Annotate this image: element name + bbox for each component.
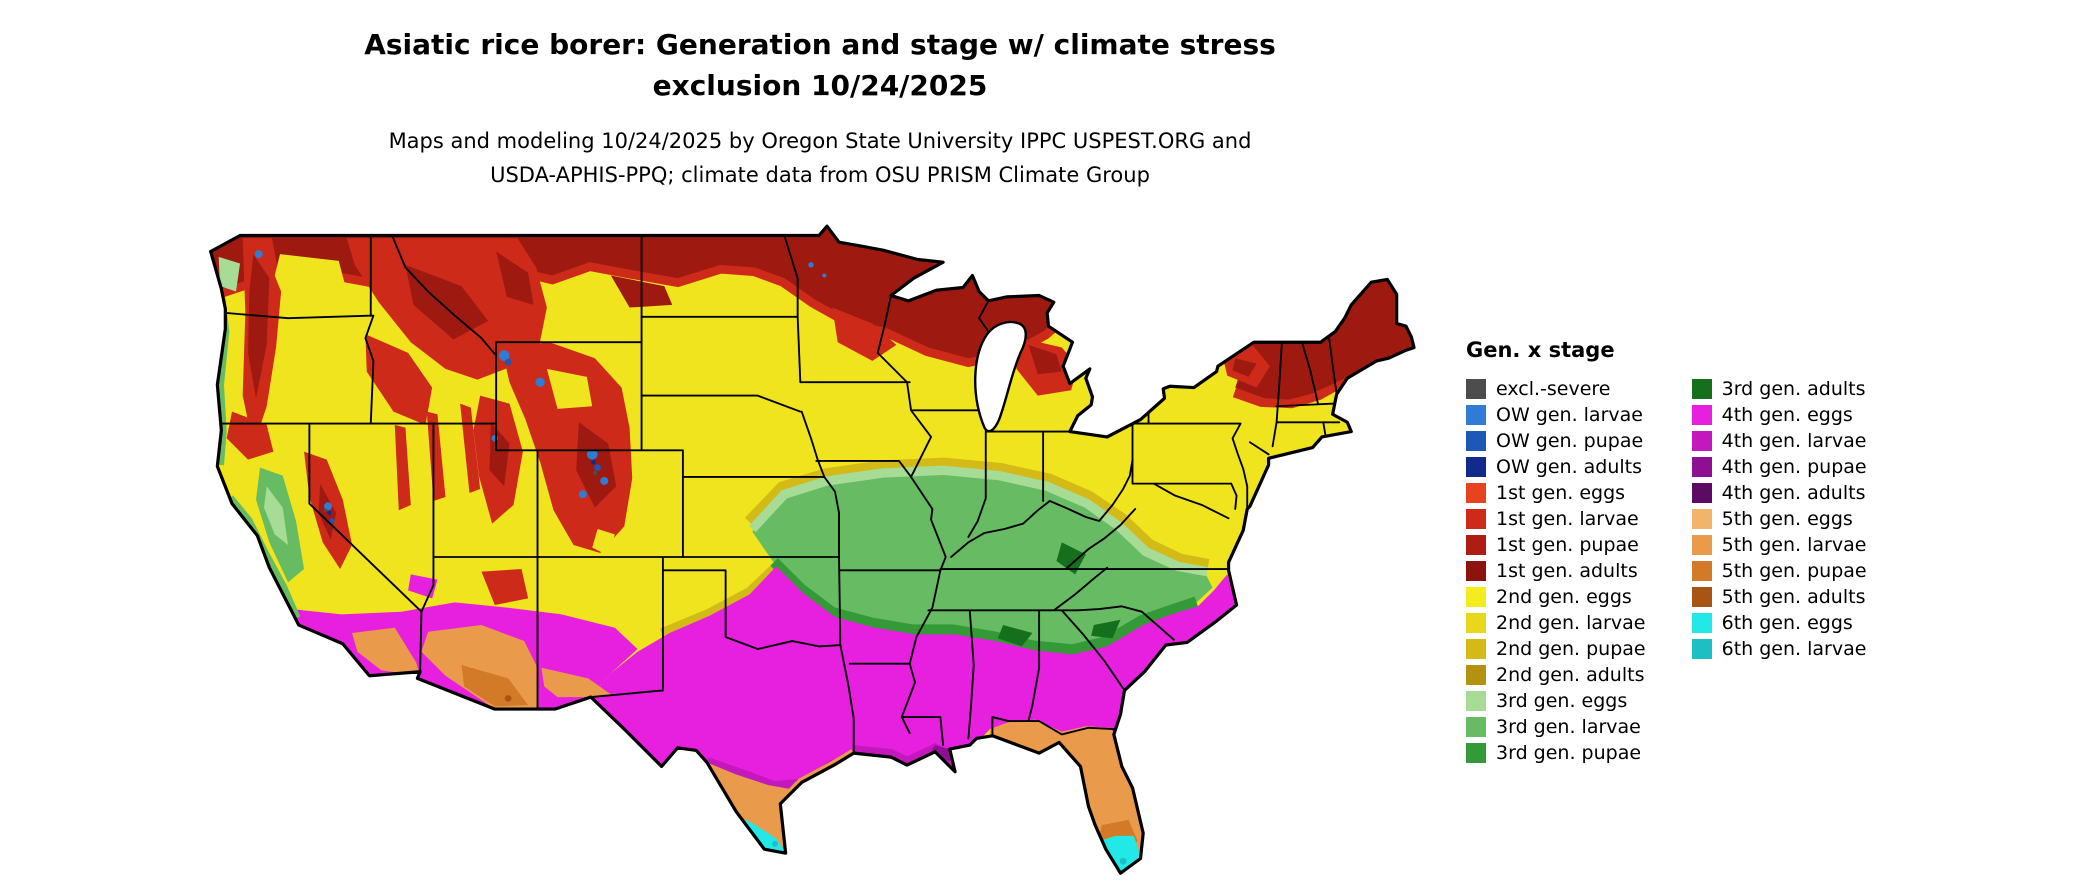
legend-item: 1st gen. larvae (1466, 506, 1646, 532)
region-3rd-gen-green-band (744, 457, 1213, 657)
legend-item-label: 6th gen. eggs (1721, 612, 1853, 634)
legend-swatch (1466, 431, 1486, 451)
lake-michigan (974, 320, 1027, 433)
legend-item-label: 6th gen. larvae (1721, 638, 1867, 660)
legend-swatch (1691, 457, 1712, 477)
legend-item-label: 1st gen. larvae (1496, 508, 1639, 530)
legend-item-label: 4th gen. larvae (1721, 430, 1867, 452)
legend-swatch (1691, 379, 1712, 399)
legend-item: OW gen. larvae (1466, 402, 1646, 428)
legend-swatch (1466, 665, 1486, 685)
legend-item: 4th gen. eggs (1691, 402, 1867, 428)
legend-item-label: excl.-severe (1496, 378, 1611, 400)
page-title: Asiatic rice borer: Generation and stage… (0, 24, 1640, 106)
legend-columns: excl.-severe OW gen. larvae OW gen. pupae O… (1466, 376, 1867, 766)
legend-swatch (1466, 717, 1486, 737)
page-subtitle-line2: USDA-APHIS-PPQ; climate data from OSU PR… (490, 163, 1150, 187)
region-6th-gen-cyan (738, 819, 1142, 874)
legend: Gen. x stage excl.-severe OW gen. larvae O… (1466, 338, 1867, 766)
us-outline (209, 224, 1416, 875)
page-title-line1: Asiatic rice borer: Generation and stage… (364, 28, 1276, 61)
legend-item-label: 5th gen. adults (1721, 586, 1866, 608)
legend-item-label: 2nd gen. pupae (1496, 638, 1646, 660)
legend-swatch (1691, 483, 1712, 503)
legend-item-label: 5th gen. pupae (1721, 560, 1867, 582)
legend-item: 2nd gen. larvae (1466, 610, 1646, 636)
legend-item-label: 2nd gen. larvae (1496, 612, 1646, 634)
legend-item-label: OW gen. larvae (1496, 404, 1643, 426)
legend-item: 2nd gen. eggs (1466, 584, 1646, 610)
legend-swatch (1466, 483, 1486, 503)
legend-item: 1st gen. eggs (1466, 480, 1646, 506)
legend-item-label: 1st gen. pupae (1496, 534, 1639, 556)
legend-item: 5th gen. adults (1691, 584, 1867, 610)
legend-swatch (1691, 535, 1712, 555)
region-ow-gen-blue-specks (254, 250, 827, 524)
legend-swatch (1466, 587, 1486, 607)
legend-item-label: 5th gen. larvae (1721, 534, 1867, 556)
legend-swatch (1691, 613, 1712, 633)
legend-swatch (1691, 509, 1712, 529)
legend-item: 5th gen. larvae (1691, 532, 1867, 558)
legend-item-label: 5th gen. eggs (1721, 508, 1853, 530)
legend-swatch (1466, 561, 1486, 581)
legend-item-label: 4th gen. adults (1721, 482, 1866, 504)
legend-item: 4th gen. larvae (1691, 428, 1867, 454)
legend-item: 2nd gen. adults (1466, 662, 1646, 688)
legend-swatch (1466, 613, 1486, 633)
legend-column-1: excl.-severe OW gen. larvae OW gen. pupae O… (1466, 376, 1646, 766)
legend-item: 5th gen. pupae (1691, 558, 1867, 584)
legend-item-label: 2nd gen. adults (1496, 664, 1645, 686)
legend-item: 2nd gen. pupae (1466, 636, 1646, 662)
legend-title: Gen. x stage (1466, 338, 1615, 362)
legend-swatch (1466, 379, 1486, 399)
legend-swatch (1691, 431, 1712, 451)
legend-swatch (1466, 405, 1486, 425)
legend-item: 6th gen. eggs (1691, 610, 1867, 636)
legend-item-label: 3rd gen. adults (1721, 378, 1866, 400)
legend-item-label: 3rd gen. larvae (1496, 716, 1641, 738)
legend-item: 3rd gen. larvae (1466, 714, 1646, 740)
legend-item-label: 4th gen. eggs (1721, 404, 1853, 426)
legend-item: 5th gen. eggs (1691, 506, 1867, 532)
legend-item-label: 1st gen. adults (1496, 560, 1638, 582)
legend-item: OW gen. pupae (1466, 428, 1646, 454)
legend-swatch (1466, 691, 1486, 711)
us-generation-stage-map (208, 224, 1422, 882)
page-subtitle-line1: Maps and modeling 10/24/2025 by Oregon S… (388, 129, 1252, 153)
region-new-england-red (1221, 262, 1414, 409)
legend-item: 1st gen. pupae (1466, 532, 1646, 558)
legend-item: 3rd gen. pupae (1466, 740, 1646, 766)
legend-item-label: 1st gen. eggs (1496, 482, 1626, 504)
legend-item: 4th gen. adults (1691, 480, 1867, 506)
legend-swatch (1466, 509, 1486, 529)
state-borders (216, 234, 1341, 755)
legend-item: 3rd gen. adults (1691, 376, 1867, 402)
legend-item: OW gen. adults (1466, 454, 1646, 480)
legend-item-label: 2nd gen. eggs (1496, 586, 1632, 608)
page-title-line2: exclusion 10/24/2025 (652, 69, 988, 102)
legend-item-label: OW gen. adults (1496, 456, 1643, 478)
legend-swatch (1466, 743, 1486, 763)
legend-swatch (1691, 405, 1712, 425)
legend-swatch (1691, 587, 1712, 607)
legend-item: excl.-severe (1466, 376, 1646, 402)
legend-item-label: 3rd gen. eggs (1496, 690, 1628, 712)
legend-swatch (1691, 561, 1712, 581)
legend-column-2: 3rd gen. adults 4th gen. eggs 4th gen. lar… (1691, 376, 1867, 662)
legend-swatch (1466, 639, 1486, 659)
legend-item: 4th gen. pupae (1691, 454, 1867, 480)
legend-item-label: 3rd gen. pupae (1496, 742, 1642, 764)
legend-item-label: 4th gen. pupae (1721, 456, 1867, 478)
legend-item: 3rd gen. eggs (1466, 688, 1646, 714)
legend-swatch (1691, 639, 1712, 659)
legend-item-label: OW gen. pupae (1496, 430, 1644, 452)
page-subtitle: Maps and modeling 10/24/2025 by Oregon S… (0, 124, 1640, 192)
legend-item: 1st gen. adults (1466, 558, 1646, 584)
legend-item: 6th gen. larvae (1691, 636, 1867, 662)
legend-swatch (1466, 457, 1486, 477)
legend-swatch (1466, 535, 1486, 555)
